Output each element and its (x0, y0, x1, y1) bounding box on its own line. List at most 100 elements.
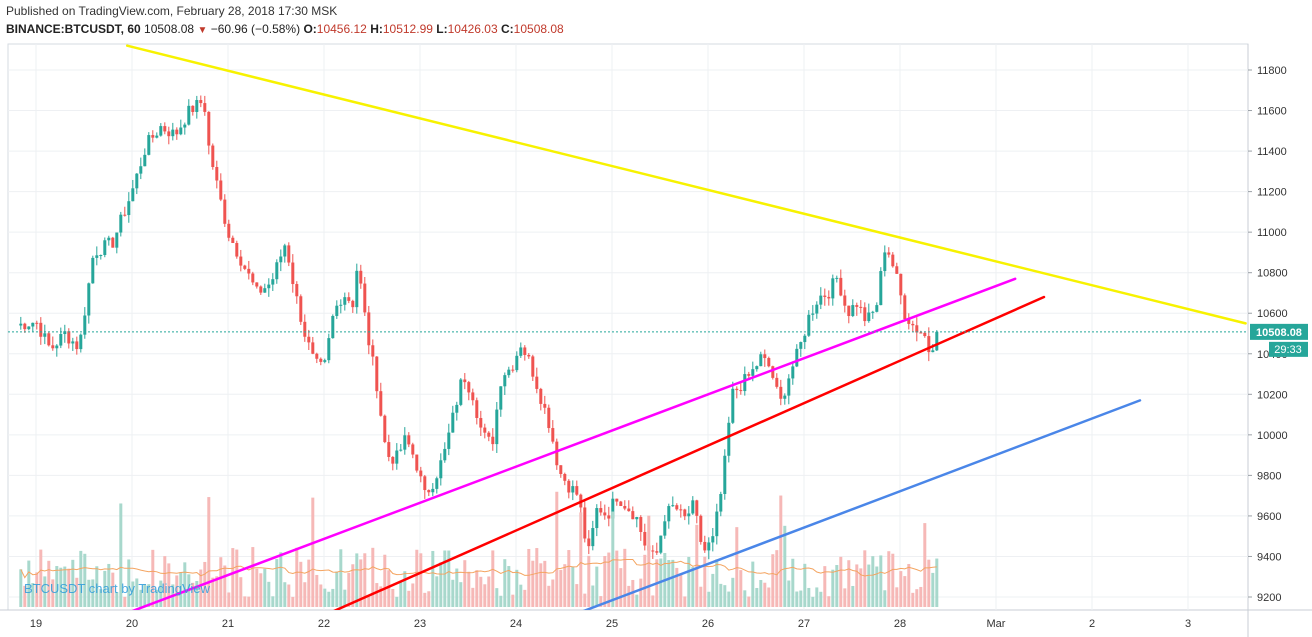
candle-body (491, 436, 495, 445)
volume-bar (411, 583, 415, 607)
candle-body (27, 326, 31, 330)
volume-bar (463, 560, 467, 607)
volume-bar (251, 547, 255, 607)
volume-bar (39, 549, 43, 607)
price-tag-label: 10508.08 (1256, 327, 1302, 339)
candle-body (819, 295, 823, 305)
x-tick-label: 22 (318, 618, 330, 630)
volume-bar (915, 589, 919, 607)
volume-bar (339, 549, 343, 607)
volume-bar (107, 563, 111, 607)
candle-body (627, 508, 631, 512)
candle-body (151, 135, 155, 138)
candle-body (271, 279, 275, 285)
candle-body (223, 199, 227, 224)
x-tick-label: 21 (222, 618, 234, 630)
volume-bar (103, 570, 107, 607)
candle-body (423, 476, 427, 491)
volume-bar (355, 553, 359, 607)
candle-body (903, 295, 907, 320)
candle-body (371, 345, 375, 357)
candle-body (631, 511, 635, 520)
volume-bar (247, 596, 251, 607)
volume-bar (287, 584, 291, 607)
volume-bar (83, 553, 87, 607)
candle-body (615, 498, 619, 502)
volume-bar (99, 589, 103, 607)
candle-body (867, 312, 871, 322)
candle-body (275, 262, 279, 280)
candle-body (675, 505, 679, 510)
volume-bar (899, 571, 903, 607)
x-tick-label: 24 (510, 618, 522, 630)
volume-bar (871, 556, 875, 607)
volume-bar (47, 560, 51, 607)
candle-body (655, 551, 659, 553)
volume-bar (503, 559, 507, 607)
close-value: 10508.08 (513, 22, 564, 36)
volume-bar (343, 589, 347, 607)
volume-bar (359, 559, 363, 607)
candle-body (247, 268, 251, 274)
volume-bar (151, 549, 155, 607)
candle-body (527, 354, 531, 357)
volume-bar (843, 588, 847, 607)
volume-bar (855, 564, 859, 607)
volume-bar (607, 552, 611, 607)
volume-bar (927, 559, 931, 607)
candle-body (471, 392, 475, 401)
trendline-yellow (125, 44, 1247, 325)
candle-body (899, 273, 903, 296)
candle-body (291, 262, 295, 285)
candle-body (883, 252, 887, 272)
volume-bar (831, 569, 835, 607)
volume-bar (591, 585, 595, 607)
candle-body (51, 345, 55, 349)
candle-body (115, 232, 119, 248)
candle-body (439, 460, 443, 479)
candle-body (839, 277, 843, 296)
candle-body (831, 278, 835, 299)
candle-body (379, 391, 383, 416)
volume-bar (207, 497, 211, 607)
volume-bar (751, 561, 755, 607)
volume-bar (883, 590, 887, 607)
candle-body (551, 428, 555, 442)
candle-body (179, 127, 183, 135)
volume-bar (303, 582, 307, 607)
candle-body (263, 288, 267, 293)
volume-bar (179, 572, 183, 607)
volume-bar (31, 583, 35, 607)
candle-body (63, 331, 67, 335)
candle-body (635, 517, 639, 520)
candle-body (259, 286, 263, 293)
candle-body (195, 100, 199, 112)
volume-bar (627, 585, 631, 607)
volume-bar (535, 548, 539, 607)
candle-body (359, 270, 363, 284)
volume-bar (111, 572, 115, 607)
candle-body (571, 486, 575, 493)
x-tick-label: 26 (702, 618, 714, 630)
symbol-label[interactable]: BINANCE:BTCUSDT, 60 (6, 22, 141, 36)
y-tick-label: 11200 (1257, 187, 1287, 199)
volume-bar (679, 573, 683, 607)
candle-body (103, 240, 107, 256)
candle-body (895, 266, 899, 274)
volume-bar (175, 575, 179, 607)
volume-bar (375, 583, 379, 607)
candle-body (23, 323, 27, 330)
candle-body (827, 296, 831, 299)
tradingview-watermark: BTCUSDT chart by TradingView (24, 581, 210, 596)
y-tick-label: 11400 (1257, 146, 1287, 158)
volume-bar (51, 579, 55, 607)
volume-bar (719, 583, 723, 607)
volume-bar (575, 584, 579, 607)
volume-bar (75, 577, 79, 607)
countdown-label: 29:33 (1274, 344, 1302, 356)
volume-bar (315, 574, 319, 607)
candle-body (123, 214, 127, 216)
candle-body (355, 270, 359, 308)
candle-body (679, 509, 683, 511)
